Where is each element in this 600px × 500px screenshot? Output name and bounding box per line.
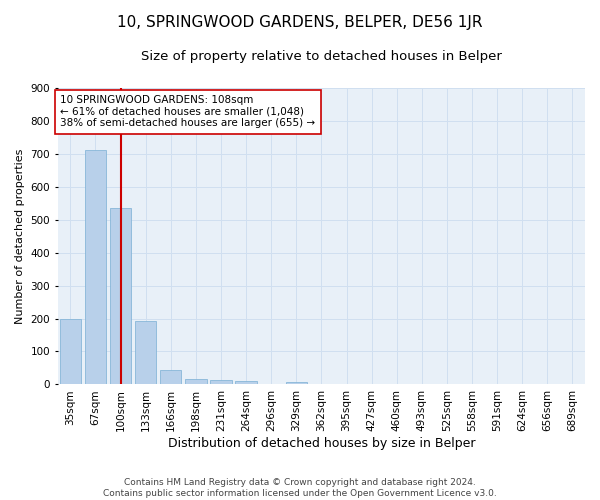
Bar <box>286 382 307 384</box>
X-axis label: Distribution of detached houses by size in Belper: Distribution of detached houses by size … <box>167 437 475 450</box>
Bar <box>135 321 157 384</box>
Bar <box>211 380 232 384</box>
Bar <box>185 378 206 384</box>
Title: Size of property relative to detached houses in Belper: Size of property relative to detached ho… <box>141 50 502 63</box>
Text: 10 SPRINGWOOD GARDENS: 108sqm
← 61% of detached houses are smaller (1,048)
38% o: 10 SPRINGWOOD GARDENS: 108sqm ← 61% of d… <box>61 95 316 128</box>
Text: Contains HM Land Registry data © Crown copyright and database right 2024.
Contai: Contains HM Land Registry data © Crown c… <box>103 478 497 498</box>
Bar <box>110 208 131 384</box>
Text: 10, SPRINGWOOD GARDENS, BELPER, DE56 1JR: 10, SPRINGWOOD GARDENS, BELPER, DE56 1JR <box>117 15 483 30</box>
Bar <box>85 150 106 384</box>
Bar <box>235 381 257 384</box>
Y-axis label: Number of detached properties: Number of detached properties <box>15 148 25 324</box>
Bar <box>160 370 181 384</box>
Bar <box>60 318 81 384</box>
